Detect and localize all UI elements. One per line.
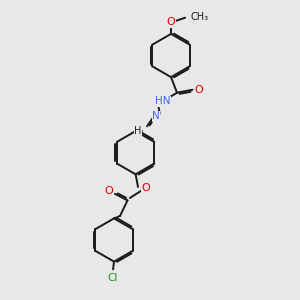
- Text: CH₃: CH₃: [190, 12, 208, 22]
- Text: HN: HN: [155, 96, 170, 106]
- Text: Cl: Cl: [107, 273, 118, 283]
- Text: H: H: [134, 126, 142, 136]
- Text: O: O: [167, 17, 176, 28]
- Text: O: O: [195, 85, 204, 95]
- Text: N: N: [152, 111, 160, 121]
- Text: O: O: [104, 186, 113, 196]
- Text: O: O: [141, 183, 150, 194]
